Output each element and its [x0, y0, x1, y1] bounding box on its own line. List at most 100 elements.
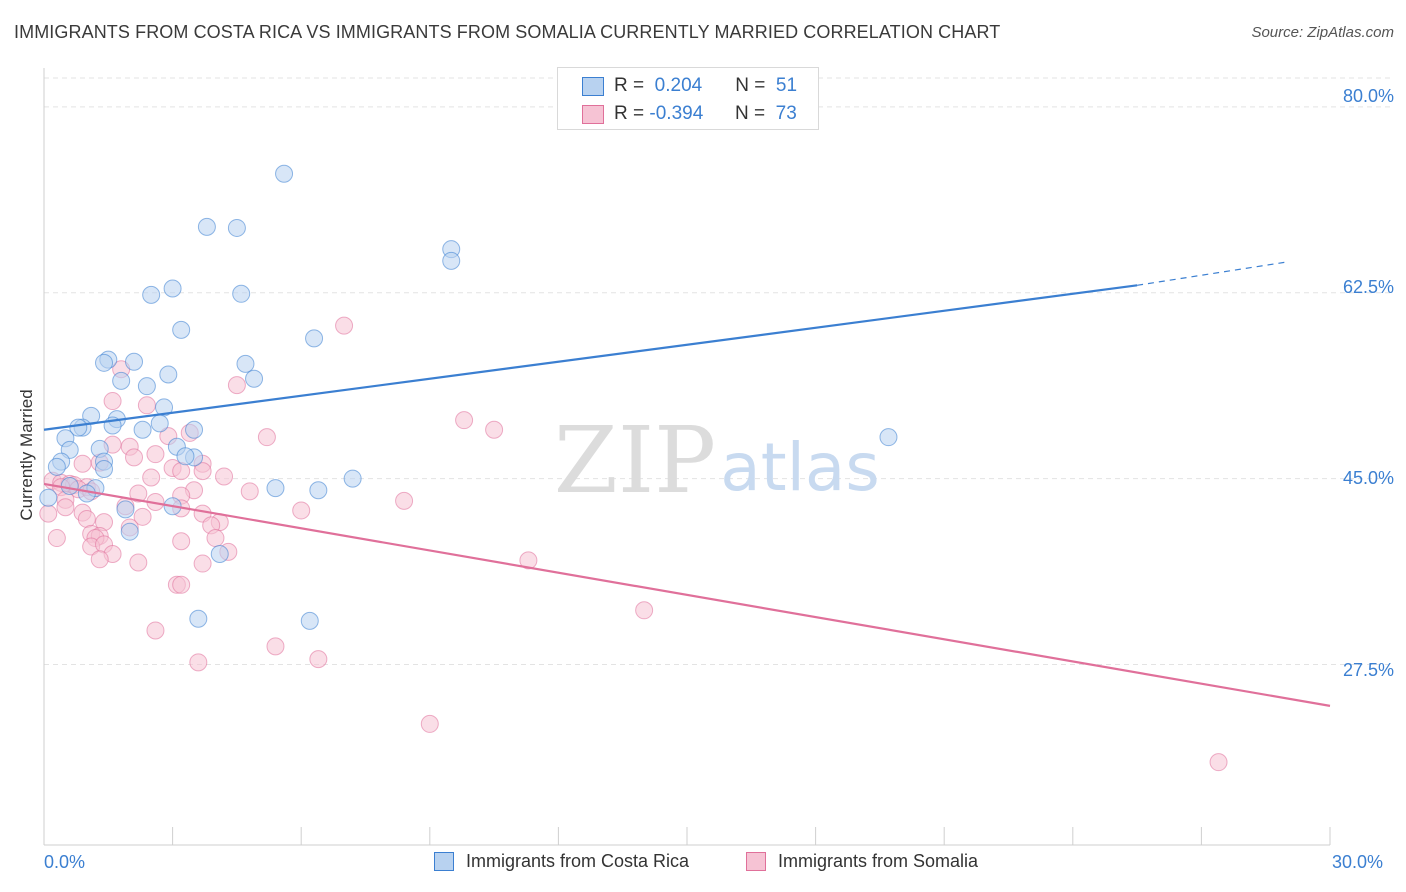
costa-rica-point	[116, 500, 135, 519]
costa-rica-point	[245, 369, 264, 388]
somalia-point	[485, 420, 504, 439]
somalia-point	[635, 601, 654, 620]
legend-r-value: 0.204	[654, 75, 703, 96]
costa-rica-point	[47, 457, 66, 476]
somalia-point	[395, 491, 414, 510]
legend-n-value: 73	[775, 103, 797, 124]
somalia-point	[129, 484, 148, 503]
y-tick-label-80: 80.0%	[1342, 86, 1394, 106]
series-legend-label: Immigrants from Costa Rica	[466, 851, 690, 871]
legend-r-label: R =	[614, 75, 645, 96]
costa-rica-point	[185, 420, 204, 439]
watermark-zip: ZIP	[554, 407, 716, 514]
somalia-point	[172, 462, 191, 481]
somalia-point	[137, 396, 156, 415]
costa-rica-point	[197, 217, 216, 236]
legend-r-label: R =	[614, 103, 645, 124]
costa-rica-point	[442, 251, 461, 270]
somalia-point	[142, 468, 161, 487]
source-label: Source: ZipAtlas.com	[1251, 24, 1394, 41]
somalia-point	[56, 498, 75, 517]
somalia-point	[129, 553, 148, 572]
somalia-point	[1209, 753, 1228, 772]
somalia-point	[420, 714, 439, 733]
series-costa-rica-points	[39, 164, 898, 630]
costa-rica-point	[227, 218, 246, 237]
costa-rica-point	[189, 609, 208, 628]
somalia-trend-line	[43, 482, 1331, 707]
legend-n-value: 51	[775, 75, 798, 96]
costa-rica-trend-extension	[1137, 261, 1288, 286]
costa-rica-point	[60, 477, 79, 496]
legend-row-costa-rica: R = 0.204 N = 51	[582, 73, 797, 99]
somalia-point	[266, 637, 285, 656]
somalia-point	[77, 509, 96, 528]
zipatlas-watermark: ZIP atlas	[554, 407, 880, 514]
costa-rica-point	[150, 414, 169, 433]
costa-rica-point	[133, 420, 152, 439]
costa-rica-point	[125, 352, 144, 371]
somalia-point	[193, 554, 212, 573]
series-legend-swatch-pink	[746, 852, 766, 871]
legend-swatch-blue	[582, 76, 604, 96]
legend-n-label: N =	[735, 75, 766, 96]
costa-rica-point	[172, 320, 191, 339]
series-legend-somalia[interactable]: Immigrants from Somalia	[746, 851, 978, 872]
somalia-point	[193, 462, 212, 481]
series-legend-costa-rica[interactable]: Immigrants from Costa Rica	[434, 851, 689, 872]
costa-rica-point	[879, 428, 898, 447]
somalia-point	[146, 445, 165, 464]
costa-rica-point	[77, 484, 96, 503]
somalia-point	[455, 411, 474, 430]
watermark-atlas: atlas	[720, 429, 880, 506]
legend-swatch-pink	[582, 104, 604, 124]
somalia-point	[292, 501, 311, 520]
y-axis-label: Currently Married	[17, 389, 36, 521]
somalia-point	[146, 621, 165, 640]
somalia-point	[215, 467, 234, 486]
costa-rica-point	[142, 285, 161, 304]
legend-row-somalia: R = -0.394 N = 73	[582, 101, 797, 127]
legend-r-value: -0.394	[649, 103, 704, 124]
y-tick-label-62-5: 62.5%	[1342, 277, 1394, 297]
costa-rica-point	[137, 377, 156, 396]
x-tick-label-max: 30.0%	[1332, 852, 1384, 872]
somalia-point	[90, 550, 109, 569]
costa-rica-point	[343, 469, 362, 488]
series-legend-swatch-blue	[434, 852, 454, 871]
somalia-point	[73, 454, 92, 473]
costa-rica-point	[95, 353, 114, 372]
somalia-point	[227, 376, 246, 395]
costa-rica-point	[95, 460, 114, 479]
series-legend-label: Immigrants from Somalia	[778, 851, 979, 871]
somalia-point	[335, 316, 354, 335]
costa-rica-point	[309, 481, 328, 500]
costa-rica-point	[112, 371, 131, 390]
series-somalia-points	[39, 316, 1228, 772]
costa-rica-point	[300, 611, 319, 630]
costa-rica-point	[69, 418, 88, 437]
costa-rica-point	[210, 544, 229, 563]
legend-n-label: N =	[734, 103, 766, 124]
axes	[43, 68, 1331, 846]
somalia-point	[125, 448, 144, 467]
somalia-point	[103, 392, 122, 411]
costa-rica-point	[275, 164, 294, 183]
costa-rica-point	[176, 447, 195, 466]
costa-rica-point	[232, 284, 251, 303]
somalia-point	[519, 551, 538, 570]
somalia-point	[172, 532, 191, 551]
correlation-legend: R = 0.204 N = 51 R = -0.394 N = 73	[557, 67, 819, 130]
somalia-point	[47, 529, 66, 548]
x-tick-label-min: 0.0%	[44, 852, 86, 872]
series-legend: Immigrants from Costa Rica Immigrants fr…	[0, 851, 1406, 877]
costa-rica-point	[266, 479, 285, 498]
y-tick-label-27-5: 27.5%	[1342, 660, 1394, 680]
y-tick-label-45: 45.0%	[1342, 468, 1394, 488]
costa-rica-point	[159, 365, 178, 384]
costa-rica-point	[305, 329, 324, 348]
somalia-point	[206, 529, 225, 548]
chart-title: IMMIGRANTS FROM COSTA RICA VS IMMIGRANTS…	[14, 22, 1001, 42]
somalia-point	[309, 650, 328, 669]
